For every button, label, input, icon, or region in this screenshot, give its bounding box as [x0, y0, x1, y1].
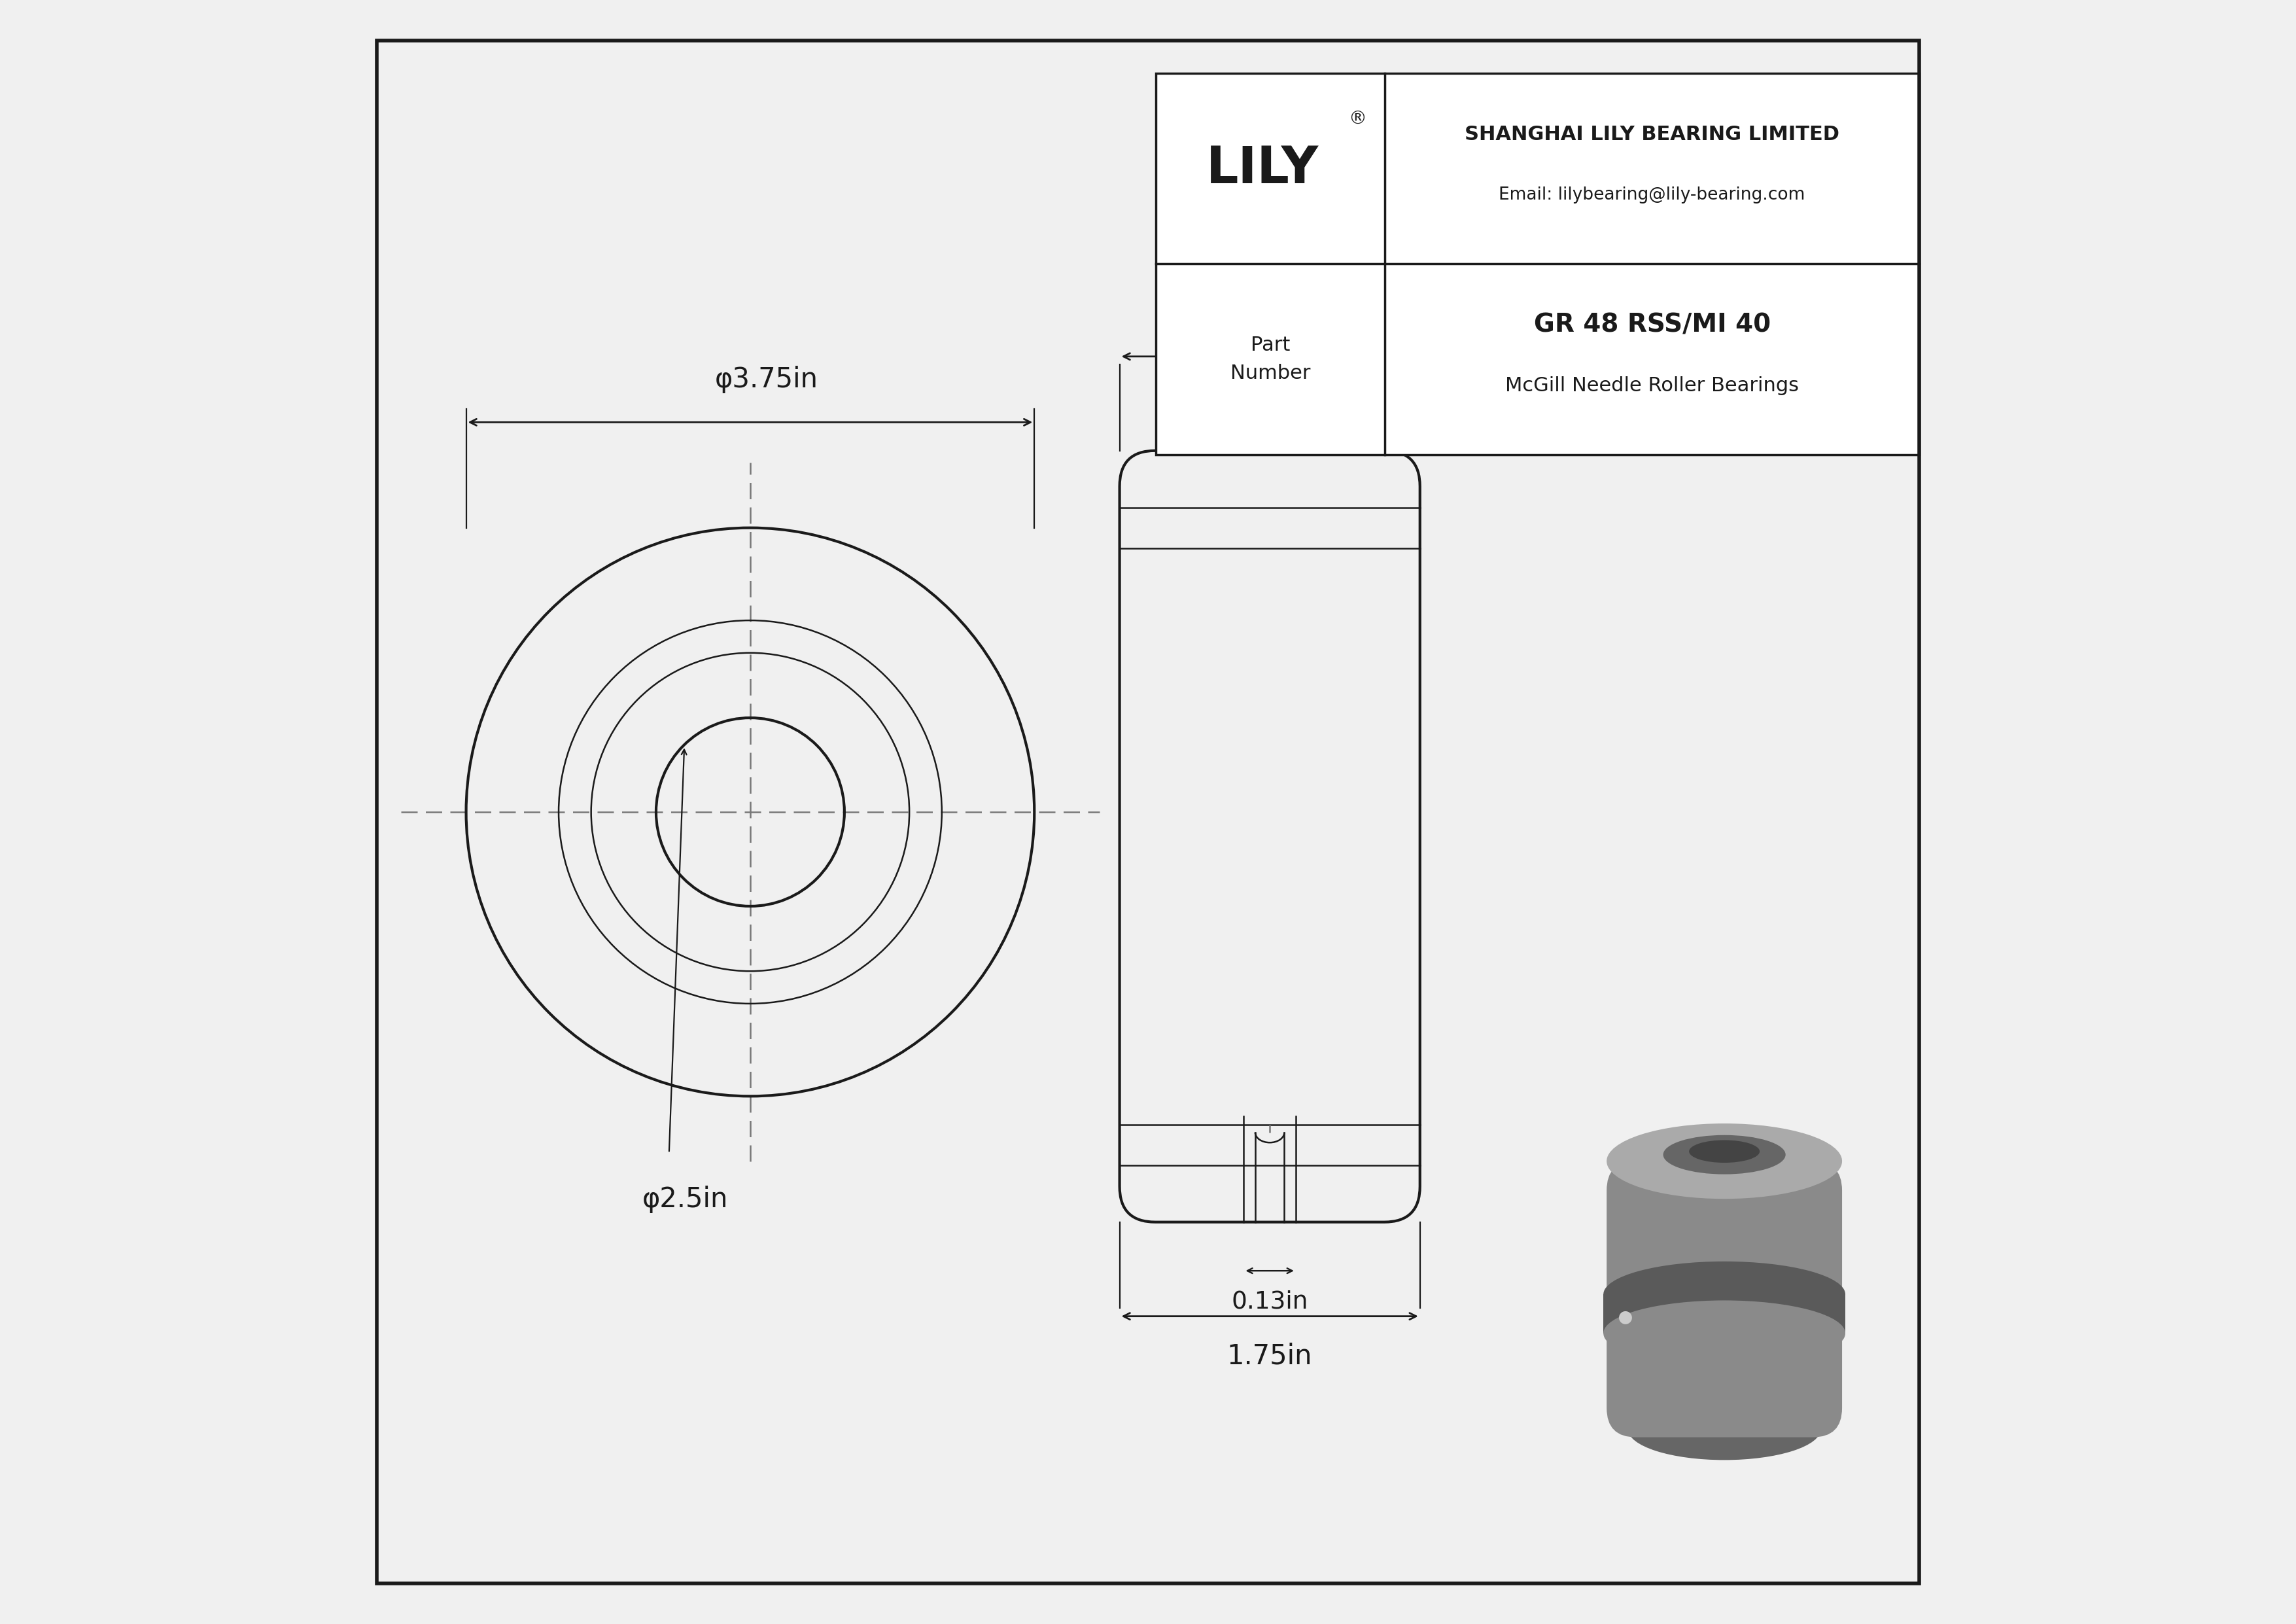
- Circle shape: [1619, 1311, 1632, 1324]
- Text: 0.13in: 0.13in: [1231, 1289, 1309, 1314]
- Bar: [1603, 1294, 1846, 1333]
- Text: McGill Needle Roller Bearings: McGill Needle Roller Bearings: [1506, 377, 1800, 396]
- Text: φ3.75in: φ3.75in: [714, 365, 817, 393]
- Text: ®: ®: [1348, 110, 1366, 128]
- Ellipse shape: [1628, 1398, 1821, 1460]
- Ellipse shape: [1662, 1135, 1786, 1174]
- Ellipse shape: [1603, 1301, 1846, 1366]
- Text: 1.75in: 1.75in: [1226, 1341, 1313, 1369]
- Ellipse shape: [1607, 1124, 1841, 1199]
- Text: Part
Number: Part Number: [1231, 336, 1311, 383]
- Text: φ2.5in: φ2.5in: [643, 1186, 728, 1213]
- Ellipse shape: [1690, 1140, 1759, 1163]
- Text: GR 48 RSS/MI 40: GR 48 RSS/MI 40: [1534, 312, 1770, 338]
- Text: 1.76in: 1.76in: [1226, 304, 1313, 331]
- Ellipse shape: [1603, 1262, 1846, 1327]
- Text: LILY: LILY: [1205, 143, 1318, 193]
- Text: SHANGHAI LILY BEARING LIMITED: SHANGHAI LILY BEARING LIMITED: [1465, 125, 1839, 143]
- Bar: [1157, 73, 1919, 455]
- Text: Email: lilybearing@lily-bearing.com: Email: lilybearing@lily-bearing.com: [1499, 187, 1805, 203]
- FancyBboxPatch shape: [1607, 1161, 1841, 1437]
